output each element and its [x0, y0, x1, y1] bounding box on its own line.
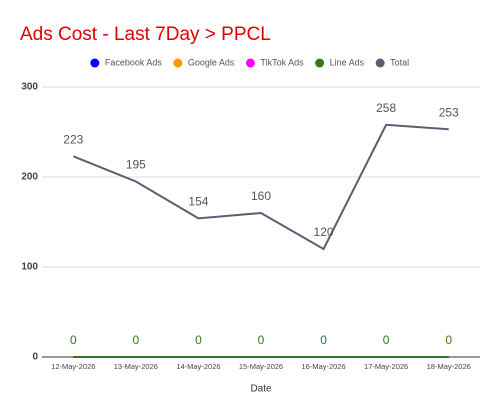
data-label: 0: [195, 333, 202, 347]
legend-swatch: [315, 58, 325, 68]
x-tick-label: 12-May-2026: [51, 362, 95, 371]
x-axis-label: Date: [250, 384, 272, 395]
x-tick-label: 15-May-2026: [239, 362, 283, 371]
data-label: 195: [126, 158, 146, 172]
legend-label: Facebook Ads: [105, 57, 163, 67]
data-label: 154: [188, 195, 208, 209]
data-label: 253: [439, 105, 459, 119]
data-label: 0: [70, 333, 77, 347]
legend-label: Line Ads: [330, 57, 365, 67]
data-label: 0: [258, 333, 265, 347]
x-tick-label: 17-May-2026: [364, 362, 408, 371]
legend-label: Google Ads: [188, 57, 235, 67]
legend-swatch: [245, 58, 255, 68]
x-tick-label: 16-May-2026: [301, 362, 345, 371]
y-tick-label: 100: [21, 262, 38, 273]
data-label: 0: [320, 333, 327, 347]
legend-swatch: [90, 58, 100, 68]
data-label: 223: [63, 132, 83, 146]
x-tick-label: 13-May-2026: [114, 362, 158, 371]
legend-label: Total: [390, 57, 409, 67]
y-tick-label: 200: [21, 172, 38, 183]
x-tick-label: 18-May-2026: [427, 362, 471, 371]
data-label: 160: [251, 189, 271, 203]
y-tick-label: 300: [21, 82, 38, 93]
legend-label: TikTok Ads: [260, 57, 304, 67]
legend: Facebook Ads Google Ads TikTok Ads Line Ads…: [90, 57, 409, 68]
data-label: 0: [383, 333, 390, 347]
series-line: [72, 123, 449, 251]
x-tick-label: 14-May-2026: [176, 362, 220, 371]
data-label: 120: [314, 225, 334, 239]
data-label: 258: [376, 101, 396, 115]
legend-swatch: [173, 58, 183, 68]
legend-swatch: [375, 58, 385, 68]
data-label: 0: [445, 333, 452, 347]
data-label: 0: [133, 333, 140, 347]
y-tick-label: 0: [32, 352, 38, 363]
chart-title: Ads Cost - Last 7Day > PPCL: [20, 24, 271, 45]
